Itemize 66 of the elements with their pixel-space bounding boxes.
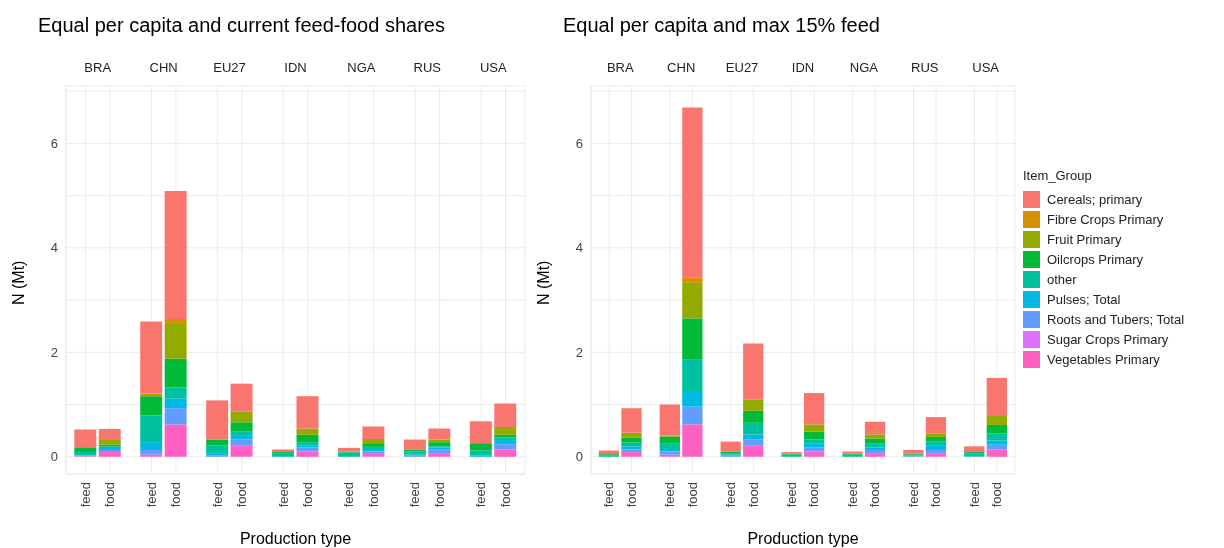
text: USA — [971, 60, 1001, 75]
x-tick-label: feed — [723, 482, 739, 508]
legend-label: Vegetables Primary — [1047, 351, 1160, 367]
x-tick-label: feed — [407, 482, 423, 508]
legend-label: Pulses; Total — [1047, 291, 1121, 307]
x-tick-label: food — [497, 482, 513, 508]
x-tick-label: food — [431, 482, 447, 508]
y-tick-label: 6 — [50, 136, 58, 152]
y-axis-title: N (Mt) — [9, 260, 27, 305]
text: RUS — [412, 60, 443, 75]
text: CHN — [666, 60, 697, 75]
legend-label: Roots and Tubers; Total — [1047, 311, 1185, 327]
legend-label: Sugar Crops Primary — [1047, 331, 1169, 347]
x-tick-label: feed — [783, 482, 799, 508]
legend-title: Item_Group — [1023, 168, 1093, 183]
text: NGA — [346, 60, 377, 75]
text: USA — [478, 60, 508, 75]
x-tick-label: food — [623, 482, 639, 508]
legend-label: other — [1047, 271, 1077, 287]
x-tick-label: feed — [601, 482, 617, 508]
x-tick-label: food — [299, 482, 315, 508]
text: BRA — [605, 60, 635, 75]
x-tick-label: food — [745, 482, 761, 508]
y-tick-label: 0 — [575, 449, 583, 465]
x-tick-label: feed — [662, 482, 678, 508]
x-tick-label: feed — [905, 482, 921, 508]
x-tick-label: feed — [341, 482, 357, 508]
x-tick-label: food — [168, 482, 184, 508]
x-tick-label: food — [234, 482, 250, 508]
legend-label: Fruit Primary — [1047, 231, 1122, 247]
x-tick-label: feed — [966, 482, 982, 508]
x-tick-label: feed — [209, 482, 225, 508]
x-tick-label: feed — [844, 482, 860, 508]
x-tick-label: feed — [143, 482, 159, 508]
text: IDN — [790, 60, 816, 75]
text: RUS — [910, 60, 940, 75]
x-axis-title: Production type — [747, 530, 859, 547]
x-tick-label: feed — [77, 482, 93, 508]
x-tick-label: food — [928, 482, 944, 508]
x-tick-label: food — [684, 482, 700, 508]
legend-label: Fibre Crops Primary — [1047, 211, 1164, 227]
x-tick-label: food — [102, 482, 118, 508]
y-axis-title: N (Mt) — [534, 260, 552, 305]
text: EU27 — [724, 60, 760, 75]
x-tick-label: food — [365, 482, 381, 508]
y-tick-label: 4 — [575, 240, 583, 256]
text: BRA — [83, 60, 113, 75]
chart-title: Equal per capita and max 15% feed — [563, 14, 880, 37]
legend-label: Cereals; primary — [1047, 191, 1143, 207]
y-tick-label: 4 — [50, 240, 58, 256]
x-tick-label: food — [867, 482, 883, 508]
x-tick-label: feed — [275, 482, 291, 508]
x-tick-label: food — [989, 482, 1005, 508]
y-tick-label: 2 — [575, 344, 583, 360]
x-axis-title: Production type — [239, 530, 352, 547]
text: IDN — [283, 60, 308, 75]
text: CHN — [148, 60, 179, 75]
y-tick-label: 6 — [575, 136, 583, 152]
x-tick-label: food — [806, 482, 822, 508]
x-tick-label: feed — [473, 482, 489, 508]
y-tick-label: 0 — [50, 449, 58, 465]
chart-title: Equal per capita and current feed-food shares — [38, 14, 445, 37]
y-tick-label: 2 — [50, 344, 58, 360]
text: EU27 — [212, 60, 247, 75]
text: NGA — [848, 60, 879, 75]
legend-label: Oilcrops Primary — [1047, 251, 1144, 267]
